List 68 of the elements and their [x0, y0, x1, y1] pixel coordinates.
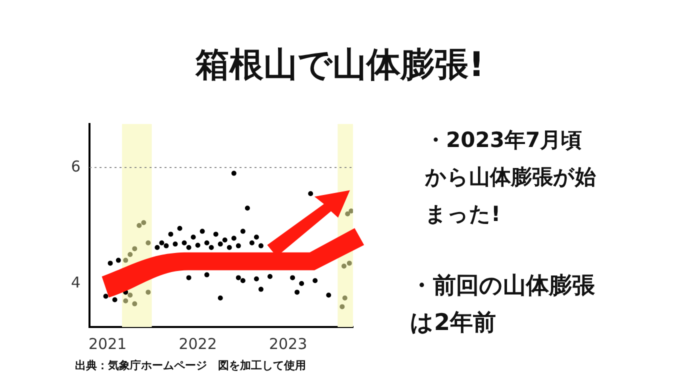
point [195, 242, 200, 248]
point [164, 243, 169, 248]
point [249, 240, 254, 246]
x-tick-label: 2022 [178, 334, 217, 353]
point [312, 278, 318, 284]
point [254, 276, 259, 282]
point [345, 211, 350, 216]
point [168, 232, 174, 237]
point [240, 278, 246, 284]
point [132, 246, 138, 252]
point [112, 297, 118, 302]
point [116, 258, 121, 263]
y-tick-label: 4 [70, 273, 81, 292]
point [128, 252, 133, 257]
x-tick-label: 2023 [268, 334, 308, 353]
point [136, 223, 142, 228]
point [226, 245, 232, 250]
point [208, 245, 214, 250]
point [213, 232, 218, 237]
point [146, 240, 151, 246]
point [108, 260, 113, 266]
point [222, 238, 228, 242]
point [172, 242, 178, 247]
point [186, 245, 192, 250]
point [123, 258, 128, 263]
point [190, 234, 196, 240]
point [128, 292, 133, 298]
point [182, 240, 187, 246]
point [342, 296, 348, 300]
source-note: 出典：気象庁ホームページ 図を加工して使用 [75, 358, 306, 373]
point [294, 290, 300, 295]
point [218, 242, 223, 247]
point [346, 260, 352, 266]
point [204, 272, 210, 278]
point [254, 234, 259, 240]
point [267, 274, 272, 280]
point [159, 240, 164, 246]
point [348, 208, 353, 214]
point [308, 191, 314, 196]
point [204, 240, 210, 246]
point [146, 290, 151, 295]
point [132, 301, 138, 306]
point [236, 275, 241, 280]
text: ・2023年7月頃から山体膨張が始まった! [425, 127, 597, 228]
point [231, 236, 236, 241]
text: ・前回の山体膨張は2年前 [410, 272, 596, 338]
point [240, 228, 246, 234]
point [177, 226, 182, 231]
point [231, 170, 236, 176]
point [326, 292, 332, 298]
point [340, 304, 345, 310]
point [299, 281, 304, 286]
point [123, 298, 128, 304]
point [200, 228, 205, 234]
x-tick-label: 2021 [88, 334, 127, 353]
point [186, 275, 192, 280]
point [141, 220, 146, 226]
point [244, 206, 250, 211]
point [218, 296, 223, 300]
point [258, 243, 264, 248]
point [154, 245, 160, 250]
point [290, 275, 296, 280]
chart-title: 箱根山で山体膨張! [194, 44, 486, 87]
point [236, 243, 241, 248]
point [258, 286, 264, 292]
y-tick-label: 6 [70, 157, 81, 176]
point [103, 294, 108, 299]
point [341, 264, 346, 269]
